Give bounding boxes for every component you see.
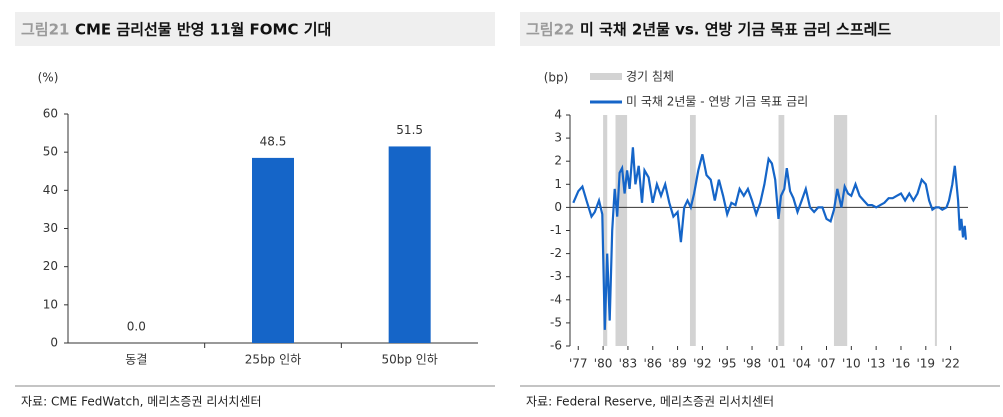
figure-label: 그림21	[21, 21, 69, 39]
x-tick-label: '83	[619, 357, 638, 371]
recession-band	[833, 115, 848, 346]
value-label: 0.0	[127, 320, 146, 334]
recession-band	[778, 115, 785, 346]
x-tick-label: '04	[792, 357, 811, 371]
header-bg	[15, 12, 495, 46]
recession-band	[934, 115, 937, 346]
y-axis-label: (bp)	[544, 71, 569, 85]
legend-swatch	[590, 73, 622, 80]
y-tick-label: 3	[554, 131, 562, 145]
y-tick-label: -3	[550, 269, 562, 283]
bar	[388, 146, 431, 343]
x-tick-label: '77	[569, 357, 588, 371]
figure-title: CME 금리선물 반영 11월 FOMC 기대	[75, 21, 331, 39]
y-tick-label: 1	[554, 177, 562, 191]
x-tick-label: 동결	[125, 353, 147, 367]
figure-title: 미 국채 2년물 vs. 연방 기금 목표 금리 스프레드	[580, 21, 891, 39]
y-tick-label: 20	[43, 259, 58, 273]
x-tick-label: '13	[867, 357, 886, 371]
y-tick-label: 30	[43, 221, 58, 235]
y-tick-label: -4	[550, 292, 562, 306]
recession-band	[615, 115, 628, 346]
value-label: 48.5	[260, 134, 287, 148]
y-tick-label: -5	[550, 315, 562, 329]
legend-label: 미 국채 2년물 - 연방 기금 목표 금리	[626, 95, 808, 109]
x-tick-label: '19	[917, 357, 936, 371]
x-tick-label: '10	[842, 357, 861, 371]
y-tick-label: 2	[554, 154, 562, 168]
x-tick-label: '07	[817, 357, 836, 371]
series-line	[572, 147, 967, 330]
x-tick-label: '01	[768, 357, 787, 371]
x-tick-label: '92	[693, 357, 712, 371]
x-tick-label: '98	[743, 357, 762, 371]
x-tick-label: '95	[718, 357, 737, 371]
value-label: 51.5	[396, 123, 423, 137]
x-tick-label: 50bp 인하	[381, 353, 437, 367]
y-tick-label: 4	[554, 108, 562, 122]
source: 자료: CME FedWatch, 메리츠증권 리서치센터	[21, 395, 262, 409]
bar	[252, 157, 294, 343]
legend-label: 경기 침체	[626, 70, 674, 84]
x-tick-label: '22	[941, 357, 960, 371]
y-tick-label: 50	[43, 145, 58, 159]
figure-label: 그림22	[526, 21, 574, 39]
y-tick-label: 0	[50, 336, 58, 350]
x-tick-label: '16	[892, 357, 911, 371]
header-bg	[520, 12, 1000, 46]
y-tick-label: -2	[550, 246, 562, 260]
x-tick-label: '89	[668, 357, 687, 371]
recession-band	[603, 115, 608, 346]
y-tick-label: 0	[554, 200, 562, 214]
x-tick-label: '86	[643, 357, 662, 371]
y-tick-label: -6	[550, 339, 562, 353]
y-tick-label: 60	[43, 107, 58, 121]
recession-band	[689, 115, 696, 346]
y-tick-label: -1	[550, 223, 562, 237]
y-tick-label: 40	[43, 183, 58, 197]
y-tick-label: 10	[43, 297, 58, 311]
source: 자료: Federal Reserve, 메리츠증권 리서치센터	[526, 395, 774, 409]
x-tick-label: 25bp 인하	[245, 353, 301, 367]
x-tick-label: '80	[594, 357, 613, 371]
y-axis-label: (%)	[38, 71, 59, 85]
